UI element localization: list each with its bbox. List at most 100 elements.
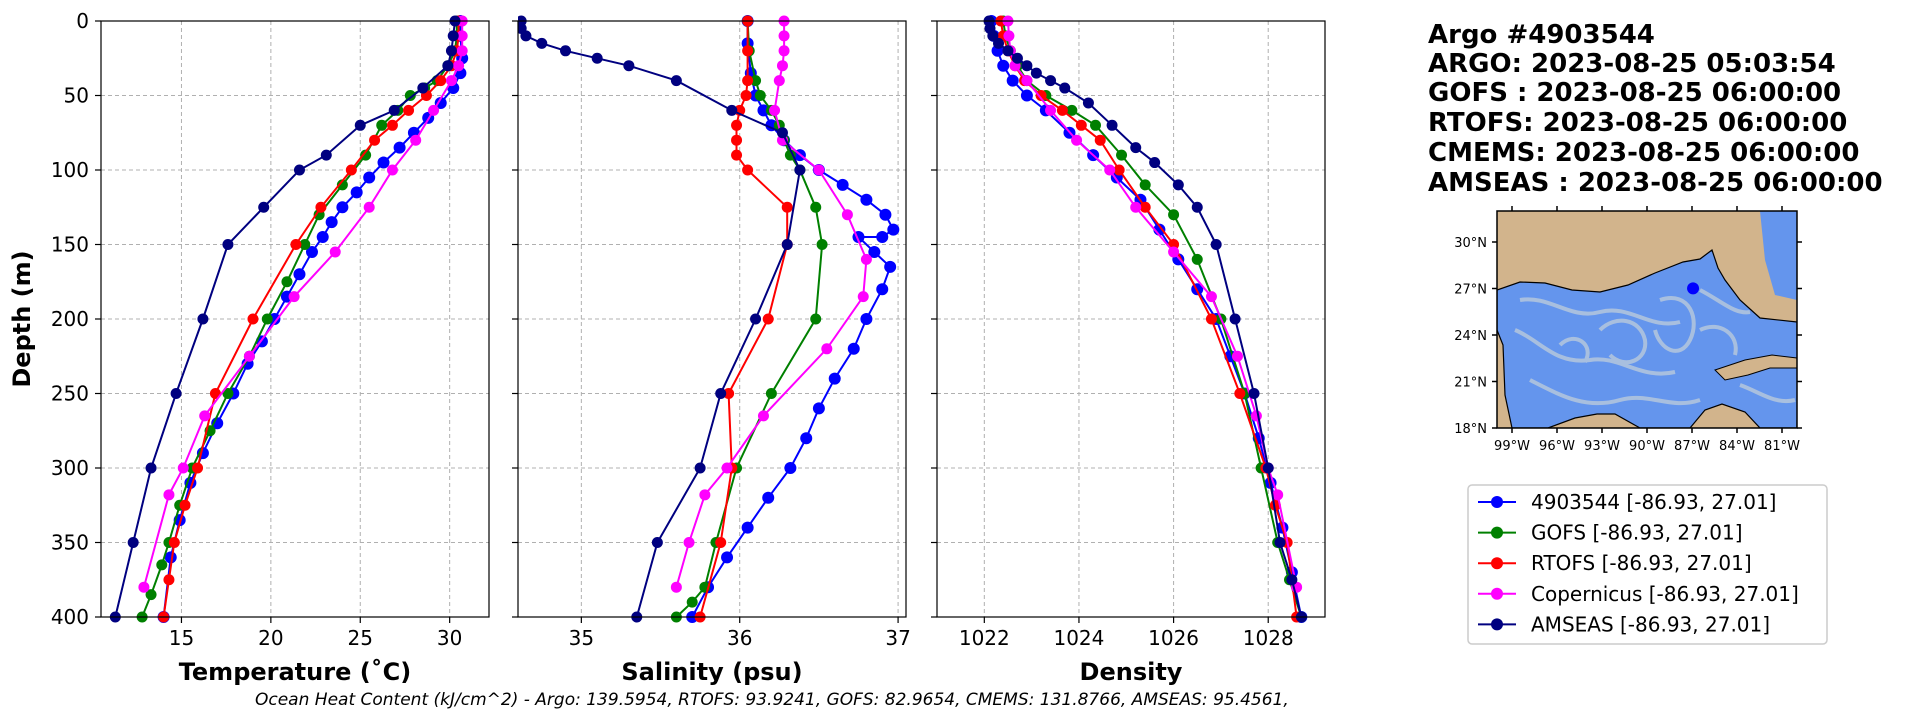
map-lon-label: 96°W bbox=[1539, 439, 1575, 454]
map-lat-label: 21°N bbox=[1454, 376, 1487, 391]
salinity-series-amseas bbox=[518, 15, 806, 623]
salinity-point-amseas bbox=[694, 462, 706, 474]
density-point-copernicus bbox=[1250, 410, 1262, 422]
salinity-point-copernicus bbox=[813, 164, 825, 176]
legend: 4903544 [-86.93, 27.01] GOFS [-86.93, 27.… bbox=[1467, 484, 1828, 645]
temperature-point-gofs bbox=[156, 559, 168, 571]
salinity-point-gofs bbox=[810, 201, 822, 213]
salinity-xtick-label-35: 35 bbox=[569, 626, 594, 650]
temperature-point-copernicus bbox=[138, 581, 150, 593]
temperature-point-amseas bbox=[127, 537, 139, 548]
temperature-point-copernicus bbox=[386, 164, 398, 176]
temperature-point-rtofs bbox=[315, 201, 327, 213]
density-point-amseas bbox=[1149, 157, 1161, 169]
density-point-amseas bbox=[1210, 239, 1222, 250]
salinity-point-amseas bbox=[750, 313, 762, 325]
salinity-point-4903544 bbox=[868, 245, 881, 258]
salinity-point-4903544 bbox=[879, 208, 892, 221]
legend-entry-gofs: GOFS [-86.93, 27.01] bbox=[1478, 521, 1743, 545]
inset-map: 99°W 96°W 93°W 90°W 87°W 84°W 81°W 30°N 27°N 24°N… bbox=[1454, 206, 1802, 454]
depth-ytick-label-400: 400 bbox=[51, 605, 89, 629]
density-xtick-label-1022: 1022 bbox=[959, 626, 1010, 650]
temperature-point-gofs bbox=[360, 149, 372, 161]
salinity-point-amseas bbox=[776, 127, 788, 139]
salinity-point-copernicus bbox=[769, 104, 781, 116]
legend-entry-copernicus: Copernicus [-86.93, 27.01] bbox=[1478, 582, 1799, 606]
density-point-amseas bbox=[987, 30, 999, 42]
density-point-rtofs bbox=[1094, 134, 1106, 146]
temperature-point-copernicus bbox=[163, 489, 175, 501]
map-ocean-atlantic bbox=[1760, 211, 1797, 300]
density-x-axis-label: Density bbox=[1080, 658, 1183, 686]
density-point-rtofs bbox=[1234, 388, 1246, 399]
temperature-point-gofs bbox=[222, 388, 234, 399]
temperature-xtick-label-30: 30 bbox=[437, 626, 462, 650]
density-point-gofs bbox=[1116, 149, 1128, 161]
density-point-amseas bbox=[1045, 75, 1057, 87]
temperature-point-4903544 bbox=[325, 216, 338, 229]
temperature-point-gofs bbox=[281, 276, 293, 288]
temperature-point-amseas bbox=[445, 45, 457, 57]
temperature-point-4903544 bbox=[393, 141, 406, 154]
density-point-amseas bbox=[1229, 313, 1241, 325]
salinity-point-gofs bbox=[686, 596, 698, 608]
salinity-point-copernicus bbox=[841, 209, 853, 221]
temperature-point-4903544 bbox=[377, 156, 390, 169]
salinity-point-gofs bbox=[754, 90, 766, 101]
salinity-line-rtofs bbox=[699, 21, 789, 618]
temperature-point-4903544 bbox=[305, 245, 318, 258]
map-lon-label: 90°W bbox=[1629, 439, 1665, 454]
header-line-amseas-time: AMSEAS : 2023-08-25 06:00:00 bbox=[1428, 168, 1883, 198]
temperature-point-4903544 bbox=[164, 551, 177, 564]
salinity-point-4903544 bbox=[876, 231, 889, 244]
density-point-gofs bbox=[1066, 104, 1078, 116]
legend-marker-swatch bbox=[1491, 557, 1503, 570]
temperature-point-amseas bbox=[170, 388, 182, 399]
salinity-point-gofs bbox=[816, 239, 828, 250]
temperature-point-rtofs bbox=[179, 499, 191, 511]
salinity-point-4903544 bbox=[741, 521, 754, 534]
density-point-amseas bbox=[1262, 462, 1274, 474]
legend-label: GOFS [-86.93, 27.01] bbox=[1531, 521, 1743, 545]
density-point-amseas bbox=[1191, 201, 1203, 213]
temperature-line-4903544 bbox=[162, 21, 464, 618]
density-point-amseas bbox=[1082, 97, 1094, 109]
salinity-point-4903544 bbox=[721, 551, 734, 564]
temperature-point-rtofs bbox=[192, 462, 204, 474]
density-xtick-label-1028: 1028 bbox=[1243, 626, 1294, 650]
map-lat-label: 24°N bbox=[1454, 329, 1487, 344]
salinity-point-4903544 bbox=[800, 432, 813, 445]
salinity-point-rtofs bbox=[715, 537, 727, 548]
density-xtick-label-1024: 1024 bbox=[1053, 626, 1104, 650]
density-point-copernicus bbox=[1231, 350, 1243, 362]
temperature-point-4903544 bbox=[293, 268, 306, 281]
temperature-line-copernicus bbox=[142, 21, 464, 588]
salinity-point-copernicus bbox=[757, 410, 769, 422]
temperature-point-copernicus bbox=[456, 30, 468, 42]
density-point-4903544 bbox=[997, 59, 1010, 72]
temperature-point-gofs bbox=[404, 90, 416, 101]
salinity-point-4903544 bbox=[860, 313, 873, 325]
density-point-copernicus bbox=[1045, 104, 1057, 116]
salinity-point-rtofs bbox=[742, 164, 754, 176]
map-ticks: 99°W 96°W 93°W 90°W 87°W 84°W 81°W 30°N 27°N 24°N… bbox=[1454, 206, 1802, 454]
map-lat-label: 18°N bbox=[1454, 422, 1487, 437]
temperature-point-rtofs bbox=[386, 119, 398, 131]
salinity-point-amseas bbox=[670, 75, 682, 87]
density-point-amseas bbox=[1021, 60, 1033, 72]
density-point-rtofs bbox=[1269, 499, 1281, 511]
salinity-point-copernicus bbox=[776, 60, 788, 72]
salinity-point-copernicus bbox=[721, 462, 733, 474]
map-lon-label: 81°W bbox=[1764, 439, 1800, 454]
salinity-point-copernicus bbox=[699, 489, 711, 501]
density-point-copernicus bbox=[1272, 489, 1284, 501]
temperature-point-4903544 bbox=[434, 96, 447, 109]
density-xtick-label-1026: 1026 bbox=[1148, 626, 1199, 650]
salinity-xtick-label-36: 36 bbox=[727, 626, 752, 650]
temperature-point-4903544 bbox=[363, 171, 376, 184]
depth-ytick-label-0: 0 bbox=[76, 9, 89, 33]
salinity-point-amseas bbox=[794, 164, 806, 176]
temperature-point-copernicus bbox=[410, 134, 422, 146]
